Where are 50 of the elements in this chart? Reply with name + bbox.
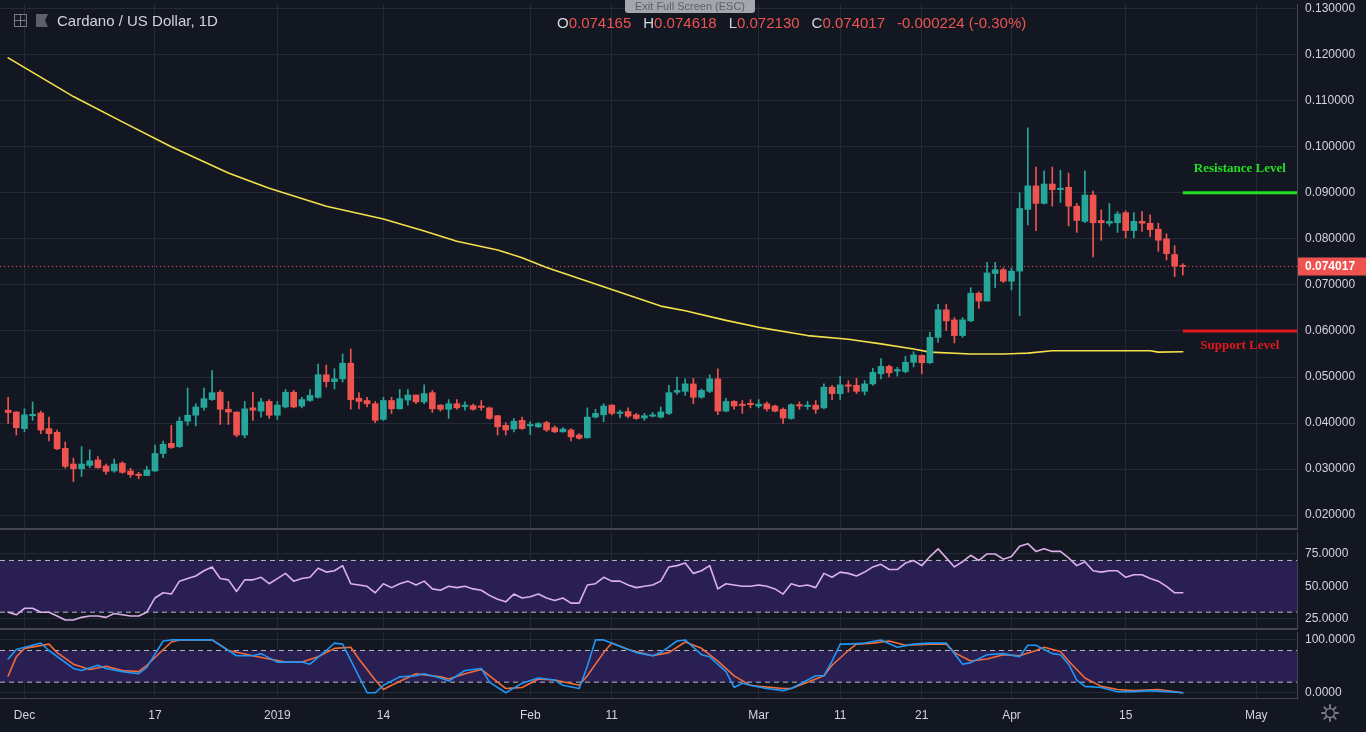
ref-line-label: Resistance Level bbox=[1193, 159, 1287, 175]
x-tick-label: 21 bbox=[915, 707, 929, 722]
y-tick-label: 0.040000 bbox=[1305, 415, 1356, 430]
x-tick-label: 14 bbox=[376, 707, 391, 722]
candlestick bbox=[1097, 209, 1105, 241]
y-tick-label: 0.100000 bbox=[1305, 139, 1356, 154]
y-tick-label: 0.130000 bbox=[1305, 0, 1356, 15]
candlestick bbox=[1138, 211, 1146, 232]
y-tick-label: 0.060000 bbox=[1305, 323, 1356, 338]
candlestick bbox=[673, 376, 681, 395]
x-tick-label: May bbox=[1244, 707, 1268, 722]
y-tick-label: 0.070000 bbox=[1305, 277, 1356, 292]
annotation: O0.074165 bbox=[557, 14, 632, 31]
y-tick-label: 100.0000 bbox=[1305, 632, 1356, 647]
x-tick-label: Dec bbox=[13, 707, 36, 722]
y-tick-label: 0.050000 bbox=[1305, 369, 1356, 384]
candlestick bbox=[249, 391, 257, 421]
annotation: L0.072130 bbox=[728, 14, 800, 31]
x-tick-label: 11 bbox=[605, 707, 619, 722]
y-tick-label: 25.0000 bbox=[1305, 610, 1349, 625]
x-tick-label: 11 bbox=[833, 707, 847, 722]
x-tick-label: 2019 bbox=[263, 707, 292, 722]
candlestick bbox=[991, 262, 999, 289]
y-tick-label: 0.080000 bbox=[1305, 231, 1356, 246]
candlestick bbox=[355, 392, 363, 410]
x-tick-label: Mar bbox=[748, 707, 769, 722]
x-tick-label: Apr bbox=[1002, 707, 1021, 722]
x-tick-label: 17 bbox=[148, 707, 162, 722]
y-tick-label: 0.110000 bbox=[1305, 93, 1355, 108]
y-tick-label: 0.120000 bbox=[1305, 46, 1356, 61]
annotation: -0.000224 (-0.30%) bbox=[897, 14, 1027, 31]
x-tick-label: 15 bbox=[1119, 707, 1133, 722]
y-tick-label: 0.020000 bbox=[1305, 507, 1356, 522]
y-tick-label: 0.0000 bbox=[1305, 685, 1343, 700]
ref-line-label: Support Level bbox=[1200, 336, 1280, 352]
candlestick bbox=[4, 396, 12, 424]
candlestick bbox=[167, 425, 175, 449]
candlestick bbox=[208, 370, 216, 401]
annotation: H0.074618 bbox=[643, 14, 717, 31]
y-tick-label: 50.0000 bbox=[1305, 578, 1349, 593]
annotation: Exit Full Screen (ESC) bbox=[635, 0, 746, 12]
text: Cardano / US Dollar, 1D bbox=[57, 12, 218, 29]
annotation: C0.074017 bbox=[811, 14, 886, 31]
y-tick-label: 75.0000 bbox=[1305, 546, 1349, 561]
y-tick-label: 0.090000 bbox=[1305, 185, 1356, 200]
x-tick-label: Feb bbox=[519, 707, 541, 722]
candlestick bbox=[477, 400, 485, 411]
ref-line-label: 0.074017 bbox=[1305, 258, 1356, 273]
y-tick-label: 0.030000 bbox=[1305, 461, 1356, 476]
candlestick bbox=[1048, 166, 1056, 207]
